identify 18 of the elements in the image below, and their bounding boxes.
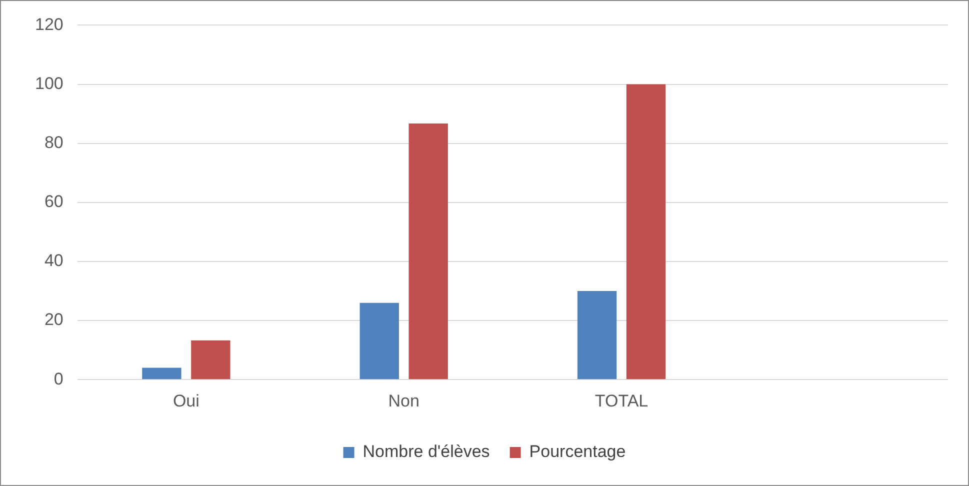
y-tick-label: 100 xyxy=(34,74,64,93)
y-tick-label: 80 xyxy=(44,133,64,152)
bar xyxy=(626,84,666,380)
y-tick-label: 60 xyxy=(44,192,64,212)
y-tick-label: 40 xyxy=(44,251,64,270)
legend-label: Nombre d'élèves xyxy=(362,442,490,462)
y-tick-label: 0 xyxy=(54,369,64,388)
bar xyxy=(191,340,230,380)
legend-label: Pourcentage xyxy=(529,442,626,462)
x-tick-label: Non xyxy=(388,391,420,410)
x-tick-label: TOTAL xyxy=(594,391,648,410)
bar xyxy=(360,302,399,380)
bar xyxy=(142,368,182,380)
y-tick-label: 20 xyxy=(44,310,64,330)
bar xyxy=(408,124,448,380)
x-tick-label: Oui xyxy=(172,391,200,410)
y-tick-label: 120 xyxy=(34,14,64,34)
bar xyxy=(577,291,617,380)
